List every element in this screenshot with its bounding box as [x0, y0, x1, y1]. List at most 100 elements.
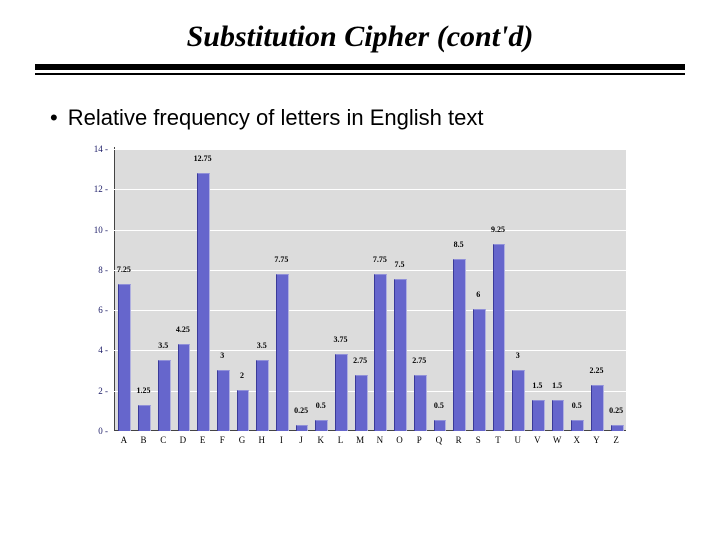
y-tick-label: 6 - — [80, 305, 108, 315]
bar — [197, 173, 210, 431]
bar-value-label: 1.5 — [532, 381, 542, 390]
x-tick-label: P — [417, 435, 422, 445]
bar-value-label: 0.25 — [294, 406, 308, 415]
bar — [571, 420, 584, 431]
x-tick-label: Z — [613, 435, 619, 445]
bar-value-label: 6 — [476, 290, 480, 299]
x-tick-label: J — [299, 435, 303, 445]
bar — [532, 400, 545, 431]
x-tick-label: A — [121, 435, 128, 445]
x-tick-label: N — [377, 435, 384, 445]
bar-value-label: 0.5 — [572, 401, 582, 410]
bar-value-label: 2.75 — [353, 356, 367, 365]
y-tick-label: 4 - — [80, 345, 108, 355]
x-tick-label: U — [514, 435, 521, 445]
bar-value-label: 0.5 — [434, 401, 444, 410]
grid-line — [114, 391, 626, 392]
bar-value-label: 2.75 — [412, 356, 426, 365]
bar-value-label: 0.25 — [609, 406, 623, 415]
x-tick-label: Y — [593, 435, 600, 445]
y-tick-label: 8 - — [80, 265, 108, 275]
bar — [296, 425, 309, 431]
bar-value-label: 4.25 — [176, 325, 190, 334]
bar-value-label: 2.25 — [589, 366, 603, 375]
slide-root: Substitution Cipher (cont'd) • Relative f… — [0, 0, 720, 540]
bar-value-label: 7.75 — [373, 255, 387, 264]
x-tick-label: B — [141, 435, 147, 445]
bar — [158, 360, 171, 432]
bar — [394, 279, 407, 431]
bullet-line: • Relative frequency of letters in Englis… — [50, 105, 720, 131]
y-tick-label: 14 - — [80, 144, 108, 154]
bar — [611, 425, 624, 431]
x-tick-label: H — [258, 435, 265, 445]
grid-line — [114, 149, 626, 150]
bar — [434, 420, 447, 431]
title-rule-thick — [35, 64, 685, 70]
x-tick-label: V — [534, 435, 541, 445]
x-tick-label: I — [280, 435, 283, 445]
frequency-chart: 7.251.253.54.2512.75323.57.750.250.53.75… — [80, 149, 640, 459]
bar — [453, 259, 466, 431]
x-tick-label: K — [318, 435, 325, 445]
bar-value-label: 1.25 — [137, 386, 151, 395]
chart-plot-area: 7.251.253.54.2512.75323.57.750.250.53.75… — [114, 149, 626, 431]
bar-value-label: 8.5 — [454, 240, 464, 249]
y-tick-label: 12 - — [80, 184, 108, 194]
x-tick-label: X — [574, 435, 581, 445]
bar — [138, 405, 151, 431]
x-tick-label: F — [220, 435, 225, 445]
bullet-dot: • — [50, 105, 58, 131]
x-tick-label: W — [553, 435, 562, 445]
bar-value-label: 3.5 — [257, 341, 267, 350]
title-rule-thin — [35, 73, 685, 75]
grid-line — [114, 189, 626, 190]
bullet-text: Relative frequency of letters in English… — [68, 105, 484, 130]
bar — [276, 274, 289, 431]
bar — [178, 344, 191, 431]
slide-title: Substitution Cipher (cont'd) — [0, 20, 720, 54]
bar — [237, 390, 250, 431]
bar-value-label: 7.75 — [274, 255, 288, 264]
y-tick-label: 10 - — [80, 225, 108, 235]
bar-value-label: 9.25 — [491, 225, 505, 234]
bar — [256, 360, 269, 432]
bar-value-label: 1.5 — [552, 381, 562, 390]
y-tick-label: 2 - — [80, 386, 108, 396]
x-tick-label: E — [200, 435, 206, 445]
x-axis-line — [114, 430, 626, 431]
bar — [591, 385, 604, 431]
x-tick-label: L — [338, 435, 344, 445]
bar-value-label: 3.5 — [158, 341, 168, 350]
bar — [414, 375, 427, 431]
bar — [473, 309, 486, 431]
bar-value-label: 12.75 — [194, 154, 212, 163]
bar-value-label: 7.5 — [395, 260, 405, 269]
x-tick-label: O — [396, 435, 403, 445]
y-tick-label: 0 - — [80, 426, 108, 436]
bar — [315, 420, 328, 431]
bar-value-label: 0.5 — [316, 401, 326, 410]
x-tick-label: G — [239, 435, 246, 445]
bar — [335, 354, 348, 431]
bar — [217, 370, 230, 431]
x-tick-label: Q — [436, 435, 443, 445]
bar-value-label: 2 — [240, 371, 244, 380]
bar-value-label: 3 — [220, 351, 224, 360]
grid-line — [114, 230, 626, 231]
grid-line — [114, 350, 626, 351]
grid-line — [114, 310, 626, 311]
bar — [493, 244, 506, 431]
x-tick-label: M — [356, 435, 364, 445]
bar-value-label: 3.75 — [333, 335, 347, 344]
x-tick-label: C — [160, 435, 166, 445]
x-tick-label: R — [456, 435, 462, 445]
x-tick-label: D — [180, 435, 187, 445]
bar — [512, 370, 525, 431]
bar — [552, 400, 565, 431]
bar — [118, 284, 131, 431]
bar — [374, 274, 387, 431]
x-tick-label: S — [476, 435, 481, 445]
x-tick-label: T — [495, 435, 501, 445]
bar-value-label: 3 — [516, 351, 520, 360]
